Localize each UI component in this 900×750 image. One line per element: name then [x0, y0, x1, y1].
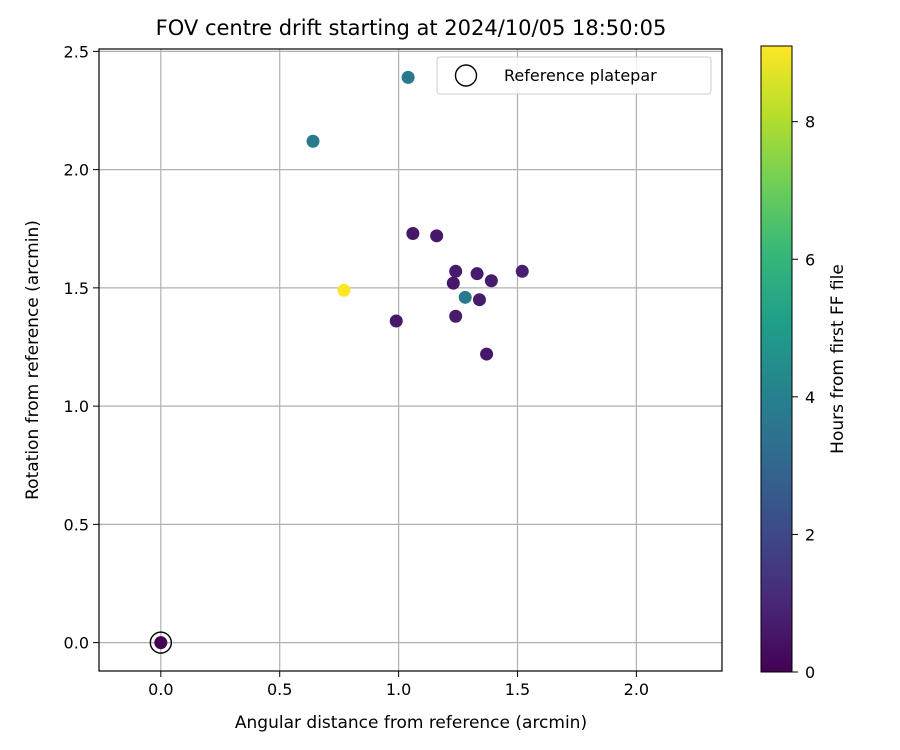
colorbar-tick-label-2: 4	[805, 388, 815, 407]
data-point-6	[470, 267, 484, 281]
legend-marker	[454, 64, 478, 87]
data-point-5	[449, 264, 463, 278]
x-tick-label-3: 1.5	[505, 680, 530, 699]
legend: Reference platepar	[436, 56, 712, 95]
colorbar-tick-label-1: 2	[805, 525, 815, 544]
reference-marker	[149, 631, 173, 654]
plot-frame	[98, 48, 723, 672]
data-point-10	[458, 290, 472, 304]
colorbar-label: Hours from first FF file	[828, 264, 848, 454]
y-tick-label-2: 1.0	[64, 397, 89, 416]
data-point-3	[406, 226, 420, 240]
chart-title: FOV centre drift starting at 2024/10/05 …	[156, 16, 667, 40]
y-tick-label-0: 0.0	[64, 634, 89, 653]
data-point-9	[484, 274, 498, 288]
data-point-1	[401, 70, 415, 84]
x-tick-label-2: 1.0	[386, 680, 411, 699]
colorbar-tick-label-4: 8	[805, 113, 815, 132]
grid-lines	[99, 49, 722, 671]
reference-platepar-marker	[149, 631, 173, 654]
x-tick-label-4: 2.0	[624, 680, 649, 699]
data-point-13	[389, 314, 403, 328]
x-axis-label: Angular distance from reference (arcmin)	[235, 713, 587, 733]
colorbar-gradient	[760, 45, 793, 673]
data-point-7	[515, 264, 529, 278]
y-axis-ticks: 0.0 0.5 1.0 1.5 2.0 2.5	[64, 42, 99, 653]
data-point-12	[337, 283, 351, 297]
colorbar-tick-label-3: 6	[805, 250, 815, 269]
data-point-2	[306, 134, 320, 148]
y-axis-label: Rotation from reference (arcmin)	[23, 220, 43, 500]
legend-entry-reference: Reference platepar	[504, 66, 657, 85]
y-tick-label-1: 0.5	[64, 515, 89, 534]
y-tick-label-5: 2.5	[64, 42, 89, 61]
x-tick-label-0: 0.0	[148, 680, 173, 699]
x-axis-ticks: 0.0 0.5 1.0 1.5 2.0	[148, 671, 649, 699]
data-point-8	[446, 276, 460, 290]
y-tick-label-4: 2.0	[64, 161, 89, 180]
colorbar: 0 2 4 6 8 Hours from first FF file	[760, 45, 848, 682]
y-tick-label-3: 1.5	[64, 279, 89, 298]
data-point-14	[449, 309, 463, 323]
x-tick-label-1: 0.5	[267, 680, 292, 699]
colorbar-ticks: 0 2 4 6 8	[792, 113, 815, 682]
colorbar-tick-label-0: 0	[805, 663, 815, 682]
data-point-4	[430, 229, 444, 243]
data-point-11	[472, 293, 486, 307]
data-point-15	[480, 347, 494, 361]
legend-box	[436, 56, 712, 95]
data-points	[154, 70, 529, 650]
data-point-0	[154, 636, 168, 650]
